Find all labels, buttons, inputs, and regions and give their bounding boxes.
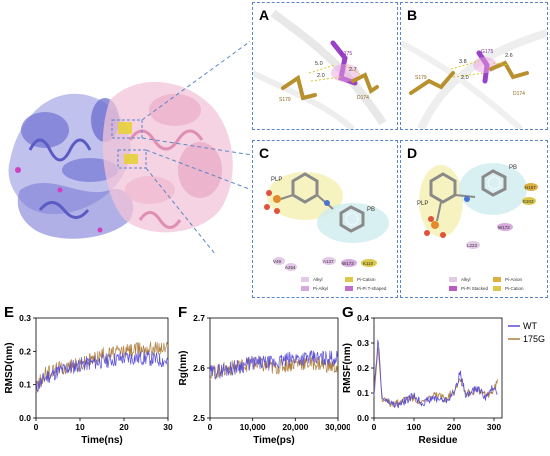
panel-b-residue-2: S179 [415, 75, 427, 81]
plot-e-label: E [4, 304, 15, 321]
panel-d: D PLP PB H157 E203 W172 L223 Alkyl Pi-An… [400, 140, 548, 298]
y-tick-label: 0.1 [357, 388, 369, 398]
panel-c-label: C [259, 145, 270, 161]
series-line-wt [373, 339, 498, 409]
y-axis-label: Rg(nm) [178, 351, 189, 386]
x-tick-label: 0 [372, 422, 377, 432]
panel-d-label: D [407, 145, 418, 161]
active-site-ligands [111, 119, 147, 169]
x-axis-label: Residue [419, 435, 458, 446]
panel-d-ligand-pb: PB [509, 165, 517, 171]
series-line-175g [35, 341, 169, 394]
y-tick-label: 0.0 [19, 413, 31, 423]
x-tick-label: 0 [34, 422, 39, 432]
y-tick-label: 0.2 [19, 346, 31, 356]
panel-c-ligand-plp: PLP [271, 177, 282, 183]
plot-frame [35, 317, 169, 419]
x-tick-label: 200 [447, 422, 461, 432]
y-tick-label: 2.6 [193, 363, 205, 373]
panel-a-residue-1: L175 [341, 51, 352, 57]
y-tick-label: 0.2 [357, 363, 369, 373]
panel-d-legend-1: Alkyl [461, 277, 471, 282]
series-line-175g [373, 347, 498, 407]
x-tick-label: 10,000 [240, 422, 266, 432]
panel-b: B 3.8 2.0 2.6 G175 S179 D174 [400, 2, 548, 130]
panel-d-legend-3: Pi-Pi Stacked [461, 286, 489, 291]
panel-c-legend-4: Pi-Pi T-shaped [357, 286, 387, 291]
panel-a-distance-1: 5.0 [315, 61, 323, 67]
panel-d-interaction-diagram: PLP PB H157 E203 W172 L223 Alkyl Pi-Anio… [417, 163, 538, 291]
panel-a-structure: 5.0 2.0 2.7 L175 S179 D174 [253, 9, 387, 129]
panel-d-legend-4: Pi-Cation [505, 286, 524, 291]
panel-b-distance-2: 2.0 [461, 75, 469, 81]
panel-b-structure: 3.8 2.0 2.6 G175 S179 D174 [401, 29, 547, 129]
rmsd-chart: 0.0 0.1 0.2 0.3 0 10 20 30 Time(ns) RMSD(nm) [4, 313, 173, 446]
legend-label-wt: WT [523, 321, 537, 331]
y-tick-label: 0.3 [19, 313, 31, 323]
panel-b-distance-3: 2.6 [505, 53, 513, 59]
series-line-175g [209, 355, 339, 380]
rg-chart: 2.5 2.6 2.7 0 10,000 20,000 30,000 Time(ps) Rg(n… [178, 313, 350, 446]
panel-a-distance-3: 2.7 [349, 67, 357, 73]
panel-a-distance-2: 2.0 [317, 73, 325, 79]
x-tick-label: 100 [407, 422, 421, 432]
plot-f-label: F [178, 304, 188, 321]
panel-d-residue-3: W172 [498, 225, 510, 230]
panel-c-residue-1: V49 [273, 259, 282, 264]
panel-b-residue-1: G175 [481, 49, 493, 55]
panel-d-legend-2: Pi-Anion [505, 277, 523, 282]
legend-label-175g: 175G [523, 334, 545, 344]
panel-d-residue-1: H157 [525, 185, 536, 190]
panel-c-interaction-diagram: PLP PB V49 A264 A137 W172 K110 Alkyl Pi-… [264, 172, 389, 291]
y-axis-label: RMSF(nm) [342, 343, 353, 393]
x-tick-label: 30,000 [325, 422, 350, 432]
y-tick-label: 0.1 [19, 380, 31, 390]
panel-c-residue-5: K110 [363, 261, 374, 266]
series-line-wt [209, 350, 339, 380]
panel-c: C PLP PB V49 A264 A137 W172 K110 Alkyl P… [252, 140, 398, 298]
x-tick-label: 30 [163, 422, 173, 432]
protein-structure-image [8, 40, 250, 255]
x-tick-label: 20 [119, 422, 129, 432]
panel-d-ligand-plp: PLP [417, 201, 428, 207]
panel-c-residue-4: W172 [342, 261, 354, 266]
rmsf-chart: 0.0 0.1 0.2 0.3 0.4 0 100 200 300 Residue RMSF(nm)… [342, 313, 545, 446]
panel-c-legend-3: Pi-Alkyl [313, 286, 328, 291]
plot-g-label: G [342, 304, 354, 321]
y-tick-label: 2.5 [193, 413, 205, 423]
panel-b-label: B [407, 7, 418, 23]
x-tick-label: 10 [75, 422, 85, 432]
panel-a-label: A [259, 7, 270, 23]
panel-b-residue-3: D174 [513, 91, 525, 97]
y-tick-label: 2.7 [193, 313, 205, 323]
panel-c-residue-2: A264 [285, 265, 296, 270]
x-axis-label: Time(ps) [253, 435, 295, 446]
x-tick-label: 20,000 [282, 422, 308, 432]
panel-c-legend-2: Pi-Cation [357, 277, 376, 282]
panel-c-ligand-pb: PB [367, 207, 375, 213]
panel-c-residue-3: A137 [323, 259, 334, 264]
y-tick-label: 0.0 [357, 413, 369, 423]
panel-b-distance-1: 3.8 [459, 59, 467, 65]
panel-d-residue-4: L223 [467, 243, 478, 248]
x-tick-label: 0 [208, 422, 213, 432]
y-tick-label: 0.4 [357, 313, 369, 323]
x-axis-label: Time(ns) [81, 435, 123, 446]
panel-c-legend-1: Alkyl [313, 277, 323, 282]
panel-a-residue-3: D174 [357, 95, 369, 101]
x-tick-label: 300 [487, 422, 501, 432]
panel-d-residue-2: E203 [523, 199, 534, 204]
y-axis-label: RMSD(nm) [4, 342, 15, 393]
y-tick-label: 0.3 [357, 338, 369, 348]
series-line-wt [35, 350, 169, 393]
pink-subunit [102, 81, 233, 233]
panel-a-residue-2: S179 [279, 97, 291, 103]
panel-a: A 5.0 2.0 2.7 L175 S179 D174 [252, 2, 398, 130]
